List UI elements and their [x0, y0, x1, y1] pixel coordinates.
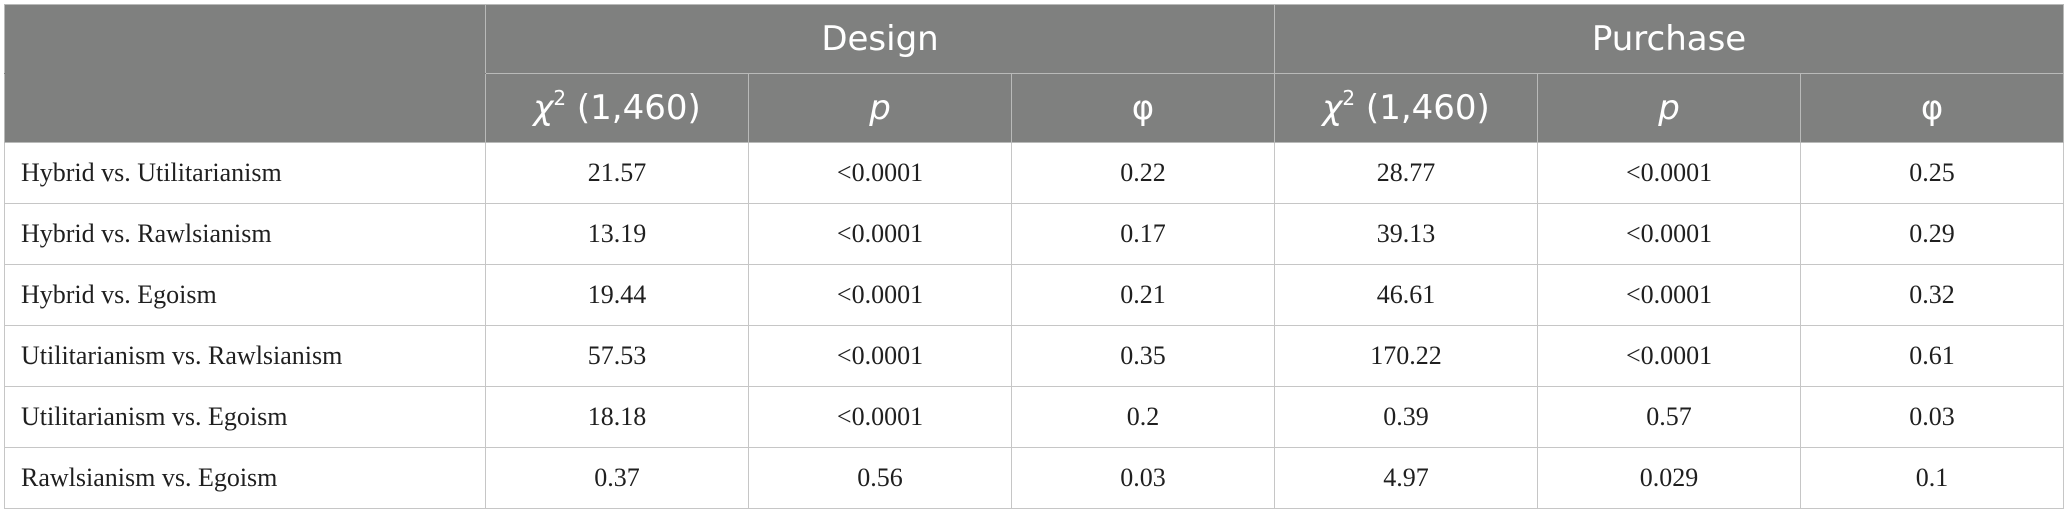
design-p-cell: <0.0001 [748, 264, 1012, 326]
design-p-cell: <0.0001 [748, 386, 1012, 448]
design-chi-square-cell: 19.44 [485, 264, 749, 326]
sub-header-purchase-chi-square: χ2 (1,460) [1274, 73, 1539, 143]
design-chi-square-cell: 18.18 [485, 386, 749, 448]
header-corner-cell-lower [4, 73, 486, 143]
design-phi-cell: 0.03 [1010, 447, 1276, 509]
purchase-p-cell: <0.0001 [1537, 325, 1802, 387]
purchase-chi-square-cell: 4.97 [1274, 447, 1539, 509]
design-chi-square-cell: 13.19 [485, 203, 749, 265]
purchase-phi-cell: 0.03 [1800, 386, 2065, 448]
purchase-chi-square-cell: 28.77 [1274, 142, 1539, 204]
purchase-phi-cell: 0.61 [1800, 325, 2065, 387]
table-row: Utilitarianism vs. Egoism 18.18 <0.0001 … [4, 386, 2065, 448]
design-p-cell: <0.0001 [748, 325, 1012, 387]
phi-symbol: φ [1920, 88, 1944, 128]
superscript: 2 [1342, 86, 1356, 110]
superscript: 2 [553, 86, 567, 110]
row-label: Hybrid vs. Egoism [4, 264, 486, 326]
row-label: Hybrid vs. Utilitarianism [4, 142, 486, 204]
row-label: Hybrid vs. Rawlsianism [4, 203, 486, 265]
row-label: Utilitarianism vs. Rawlsianism [4, 325, 486, 387]
group-header-purchase: Purchase [1274, 4, 2065, 74]
statistics-table: Design Purchase χ2 (1,460) p φ χ2 (1,460… [4, 4, 2065, 509]
design-p-cell: <0.0001 [748, 142, 1012, 204]
design-phi-cell: 0.22 [1010, 142, 1276, 204]
group-header-design: Design [484, 4, 1276, 74]
sub-header-design-chi-square: χ2 (1,460) [485, 73, 749, 143]
purchase-chi-square-cell: 39.13 [1274, 203, 1539, 265]
design-p-cell: 0.56 [748, 447, 1012, 509]
header-corner-cell [4, 4, 486, 74]
purchase-phi-cell: 0.25 [1800, 142, 2065, 204]
design-chi-square-cell: 21.57 [485, 142, 749, 204]
table-row: Hybrid vs. Utilitarianism 21.57 <0.0001 … [4, 142, 2065, 204]
chi-symbol: χ [1322, 88, 1343, 128]
group-header-row: Design Purchase [4, 4, 2065, 74]
sub-header-design-phi: φ [1010, 73, 1276, 143]
design-phi-cell: 0.2 [1010, 386, 1276, 448]
table-header: Design Purchase χ2 (1,460) p φ χ2 (1,460… [4, 4, 2065, 143]
table-row: Hybrid vs. Egoism 19.44 <0.0001 0.21 46.… [4, 264, 2065, 326]
purchase-chi-square-cell: 46.61 [1274, 264, 1539, 326]
purchase-p-cell: <0.0001 [1537, 264, 1802, 326]
phi-symbol: φ [1131, 88, 1155, 128]
design-phi-cell: 0.35 [1010, 325, 1276, 387]
row-label: Rawlsianism vs. Egoism [4, 447, 486, 509]
purchase-chi-square-cell: 170.22 [1274, 325, 1539, 387]
purchase-p-cell: <0.0001 [1537, 203, 1802, 265]
design-chi-square-cell: 57.53 [485, 325, 749, 387]
design-p-cell: <0.0001 [748, 203, 1012, 265]
table-row: Hybrid vs. Rawlsianism 13.19 <0.0001 0.1… [4, 203, 2065, 265]
design-chi-square-cell: 0.37 [485, 447, 749, 509]
design-phi-cell: 0.21 [1010, 264, 1276, 326]
degrees-of-freedom: (1,460) [566, 88, 701, 128]
purchase-chi-square-cell: 0.39 [1274, 386, 1539, 448]
table-row: Utilitarianism vs. Rawlsianism 57.53 <0.… [4, 325, 2065, 387]
purchase-p-cell: 0.57 [1537, 386, 1802, 448]
p-symbol: p [869, 88, 891, 128]
degrees-of-freedom: (1,460) [1355, 88, 1490, 128]
purchase-phi-cell: 0.32 [1800, 264, 2065, 326]
sub-header-row: χ2 (1,460) p φ χ2 (1,460) p φ [4, 73, 2065, 143]
sub-header-purchase-p: p [1537, 73, 1802, 143]
p-symbol: p [1658, 88, 1680, 128]
purchase-phi-cell: 0.1 [1800, 447, 2065, 509]
purchase-p-cell: 0.029 [1537, 447, 1802, 509]
design-phi-cell: 0.17 [1010, 203, 1276, 265]
purchase-phi-cell: 0.29 [1800, 203, 2065, 265]
table-body: Hybrid vs. Utilitarianism 21.57 <0.0001 … [4, 142, 2065, 509]
chi-symbol: χ [533, 88, 554, 128]
purchase-p-cell: <0.0001 [1537, 142, 1802, 204]
sub-header-purchase-phi: φ [1800, 73, 2065, 143]
sub-header-design-p: p [748, 73, 1012, 143]
table-row: Rawlsianism vs. Egoism 0.37 0.56 0.03 4.… [4, 447, 2065, 509]
row-label: Utilitarianism vs. Egoism [4, 386, 486, 448]
